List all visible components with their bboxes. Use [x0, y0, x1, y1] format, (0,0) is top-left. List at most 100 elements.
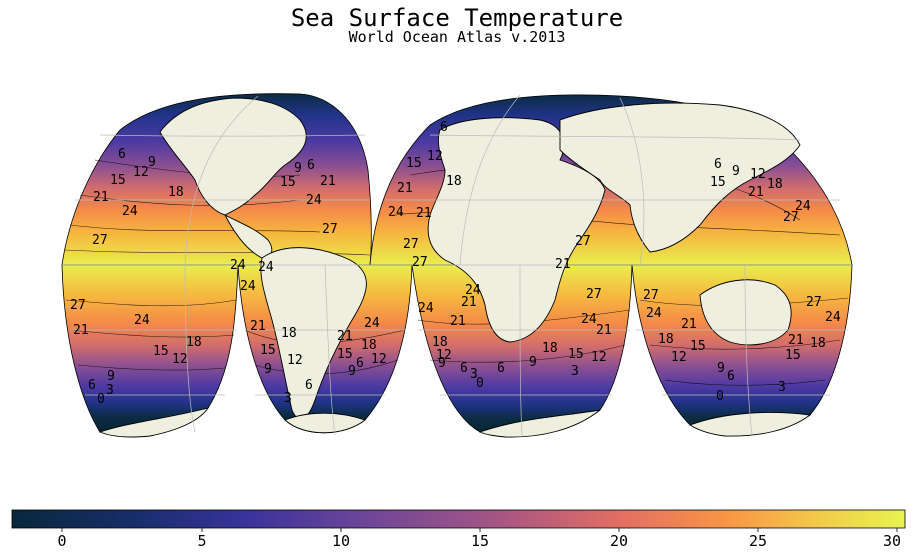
contour-label: 21	[748, 185, 764, 200]
contour-label: 18	[446, 174, 462, 189]
contour-label: 24	[388, 205, 404, 220]
contour-label: 9	[348, 364, 356, 379]
contour-label: 21	[416, 206, 432, 221]
colorbar-tick-label: 0	[57, 532, 67, 550]
map-title: Sea Surface Temperature	[290, 4, 624, 32]
meridian-line	[519, 264, 523, 436]
contour-label: 27	[575, 234, 591, 249]
contour-label: 24	[258, 260, 274, 275]
colorbar	[11, 509, 906, 532]
contour-label: 21	[73, 323, 89, 338]
contour-label: 21	[681, 317, 697, 332]
contour-label: 24	[230, 258, 246, 273]
contour-label: 3	[106, 383, 114, 398]
contour-label: 9	[264, 362, 272, 377]
colorbar-tick-label: 15	[470, 532, 490, 550]
contour-label: 12	[436, 348, 452, 363]
contour-label-group: 6 9 15 12 18 21 24 27 24 24 24 21 24 27 …	[70, 120, 841, 407]
contour-label: 12	[371, 352, 387, 367]
contour-label: 6	[307, 158, 315, 173]
contour-label: 18	[542, 341, 558, 356]
contour-label: 21	[461, 295, 477, 310]
contour-label: 6	[460, 361, 468, 376]
contour-label: 27	[806, 295, 822, 310]
colorbar-tick-label: 5	[197, 532, 207, 550]
contour-label: 12	[750, 167, 766, 182]
contour-label: 21	[397, 181, 413, 196]
contour-label: 3	[778, 380, 786, 395]
meridian-line	[324, 264, 336, 436]
land-antarctica-central	[284, 412, 366, 434]
colorbar-tick-labels: 0 5 10 15 20 25 30	[12, 532, 905, 554]
meridian-line	[619, 97, 645, 266]
contour-label: 27	[403, 237, 419, 252]
contour-label: 18	[361, 338, 377, 353]
contour-label: 21	[555, 257, 571, 272]
colorbar-gradient	[11, 509, 906, 529]
contour-label: 27	[92, 233, 108, 248]
contour-label: 9	[294, 161, 302, 176]
contour-label: 18	[432, 335, 448, 350]
contour-label: 6	[714, 157, 722, 172]
contour-label: 27	[70, 298, 86, 313]
contour-label: 12	[287, 353, 303, 368]
contour-line	[664, 379, 826, 386]
contour-label: 6	[440, 120, 448, 135]
land-antarctica-east	[478, 409, 601, 438]
contour-label: 9	[529, 355, 537, 370]
contour-line	[429, 344, 626, 363]
contour-label: 21	[250, 319, 266, 334]
parallel-line	[429, 134, 801, 141]
contour-label: 24	[825, 310, 841, 325]
meridian-line	[744, 264, 753, 436]
contour-line	[65, 299, 237, 307]
contour-label: 6	[356, 356, 364, 371]
contour-label: 21	[93, 190, 109, 205]
colorbar-tick-marks	[61, 528, 898, 532]
contour-label: 24	[364, 316, 380, 331]
contour-label: 9	[438, 356, 446, 371]
land-antarctica-far-east	[688, 412, 812, 437]
contour-label: 24	[122, 204, 138, 219]
contour-label: 18	[281, 326, 297, 341]
graticule	[62, 94, 852, 436]
contour-label: 24	[646, 306, 662, 321]
contour-label: 21	[450, 314, 466, 329]
colorbar-tick-label: 20	[609, 532, 629, 550]
contour-label: 0	[97, 392, 105, 407]
contour-label: 6	[88, 378, 96, 393]
land-masses	[98, 97, 812, 438]
contour-label: 21	[596, 323, 612, 338]
contour-label: 9	[732, 164, 740, 179]
contour-label: 15	[153, 344, 169, 359]
contour-label: 15	[110, 173, 126, 188]
contour-line	[77, 364, 226, 371]
contour-label: 3	[284, 391, 292, 406]
contour-label: 24	[418, 301, 434, 316]
contour-label: 6	[497, 361, 505, 376]
contour-label: 21	[337, 329, 353, 344]
contour-label: 6	[727, 369, 735, 384]
colorbar-tick-label: 30	[882, 532, 902, 550]
contour-label: 27	[322, 222, 338, 237]
meridian-line	[184, 95, 259, 266]
contour-label: 27	[586, 287, 602, 302]
contour-line	[79, 194, 301, 206]
contour-label: 15	[260, 343, 276, 358]
contour-line	[649, 339, 841, 350]
contour-label: 24	[795, 199, 811, 214]
contour-line	[69, 224, 321, 233]
contour-label: 15	[785, 348, 801, 363]
meridian-line	[459, 94, 521, 266]
contour-label: 27	[783, 210, 799, 225]
contour-label: 3	[571, 364, 579, 379]
contour-label: 27	[412, 255, 428, 270]
meridian-line	[184, 264, 196, 433]
contour-label: 6	[305, 378, 313, 393]
contour-label: 24	[306, 193, 322, 208]
contour-label: 12	[427, 149, 443, 164]
contour-label: 15	[280, 175, 296, 190]
contour-label: 15	[710, 175, 726, 190]
contour-label: 12	[133, 165, 149, 180]
